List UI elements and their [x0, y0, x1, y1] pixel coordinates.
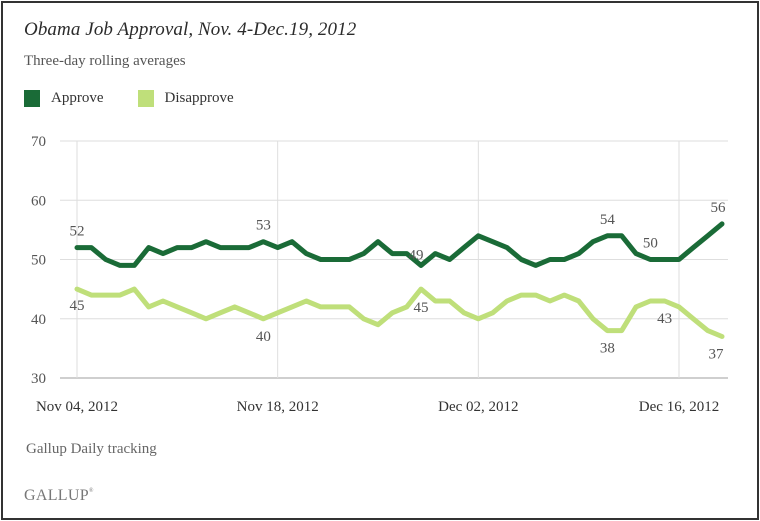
data-label-approve: 52	[70, 224, 85, 240]
x-tick-label: Nov 18, 2012	[237, 399, 319, 415]
data-label-approve: 54	[600, 212, 616, 228]
legend-label-approve: Approve	[51, 90, 104, 106]
y-tick-label: 30	[31, 371, 46, 387]
legend-swatch-disapprove	[137, 90, 154, 107]
y-tick-label: 40	[31, 312, 46, 328]
y-tick-label: 50	[31, 253, 46, 269]
x-axis-ticks: Nov 04, 2012 Nov 18, 2012 Dec 02, 2012 Dec …	[36, 399, 719, 415]
series-lines	[74, 221, 725, 339]
data-label-disapprove: 45	[70, 298, 85, 314]
x-tick-label: Dec 02, 2012	[438, 399, 518, 415]
data-label-disapprove: 38	[600, 341, 615, 357]
y-axis-ticks: 70 60 50 40 30	[31, 134, 46, 387]
series-line-approve	[74, 221, 725, 268]
gallup-logo: GALLUP®	[24, 487, 94, 505]
logo-text: GALLUP	[24, 487, 89, 504]
legend-item-approve: Approve	[24, 90, 104, 107]
y-tick-label: 70	[31, 134, 46, 150]
data-label-approve: 49	[409, 247, 424, 263]
legend: Approve Disapprove	[24, 90, 268, 107]
registered-mark: ®	[88, 488, 94, 494]
data-labels: 52 53 49 54 50 56 45 40 45 38 43 37	[70, 200, 727, 363]
data-label-approve: 53	[256, 218, 271, 234]
data-label-disapprove: 43	[657, 311, 672, 327]
legend-item-disapprove: Disapprove	[137, 90, 234, 107]
chart-subtitle: Three-day rolling averages	[24, 53, 186, 69]
data-label-approve: 56	[711, 200, 727, 216]
y-tick-label: 60	[31, 193, 46, 209]
x-tick-label: Dec 16, 2012	[639, 399, 719, 415]
data-label-disapprove: 40	[256, 329, 271, 345]
data-label-approve: 50	[643, 236, 658, 252]
x-tick-label: Nov 04, 2012	[36, 399, 118, 415]
data-label-disapprove: 37	[709, 347, 725, 363]
source-note: Gallup Daily tracking	[26, 441, 157, 457]
legend-swatch-approve	[24, 90, 40, 107]
legend-label-disapprove: Disapprove	[164, 90, 234, 106]
series-line-disapprove	[74, 286, 725, 339]
chart-title: Obama Job Approval, Nov. 4-Dec.19, 2012	[24, 19, 357, 40]
gridlines	[60, 140, 728, 379]
data-label-disapprove: 45	[414, 300, 429, 316]
